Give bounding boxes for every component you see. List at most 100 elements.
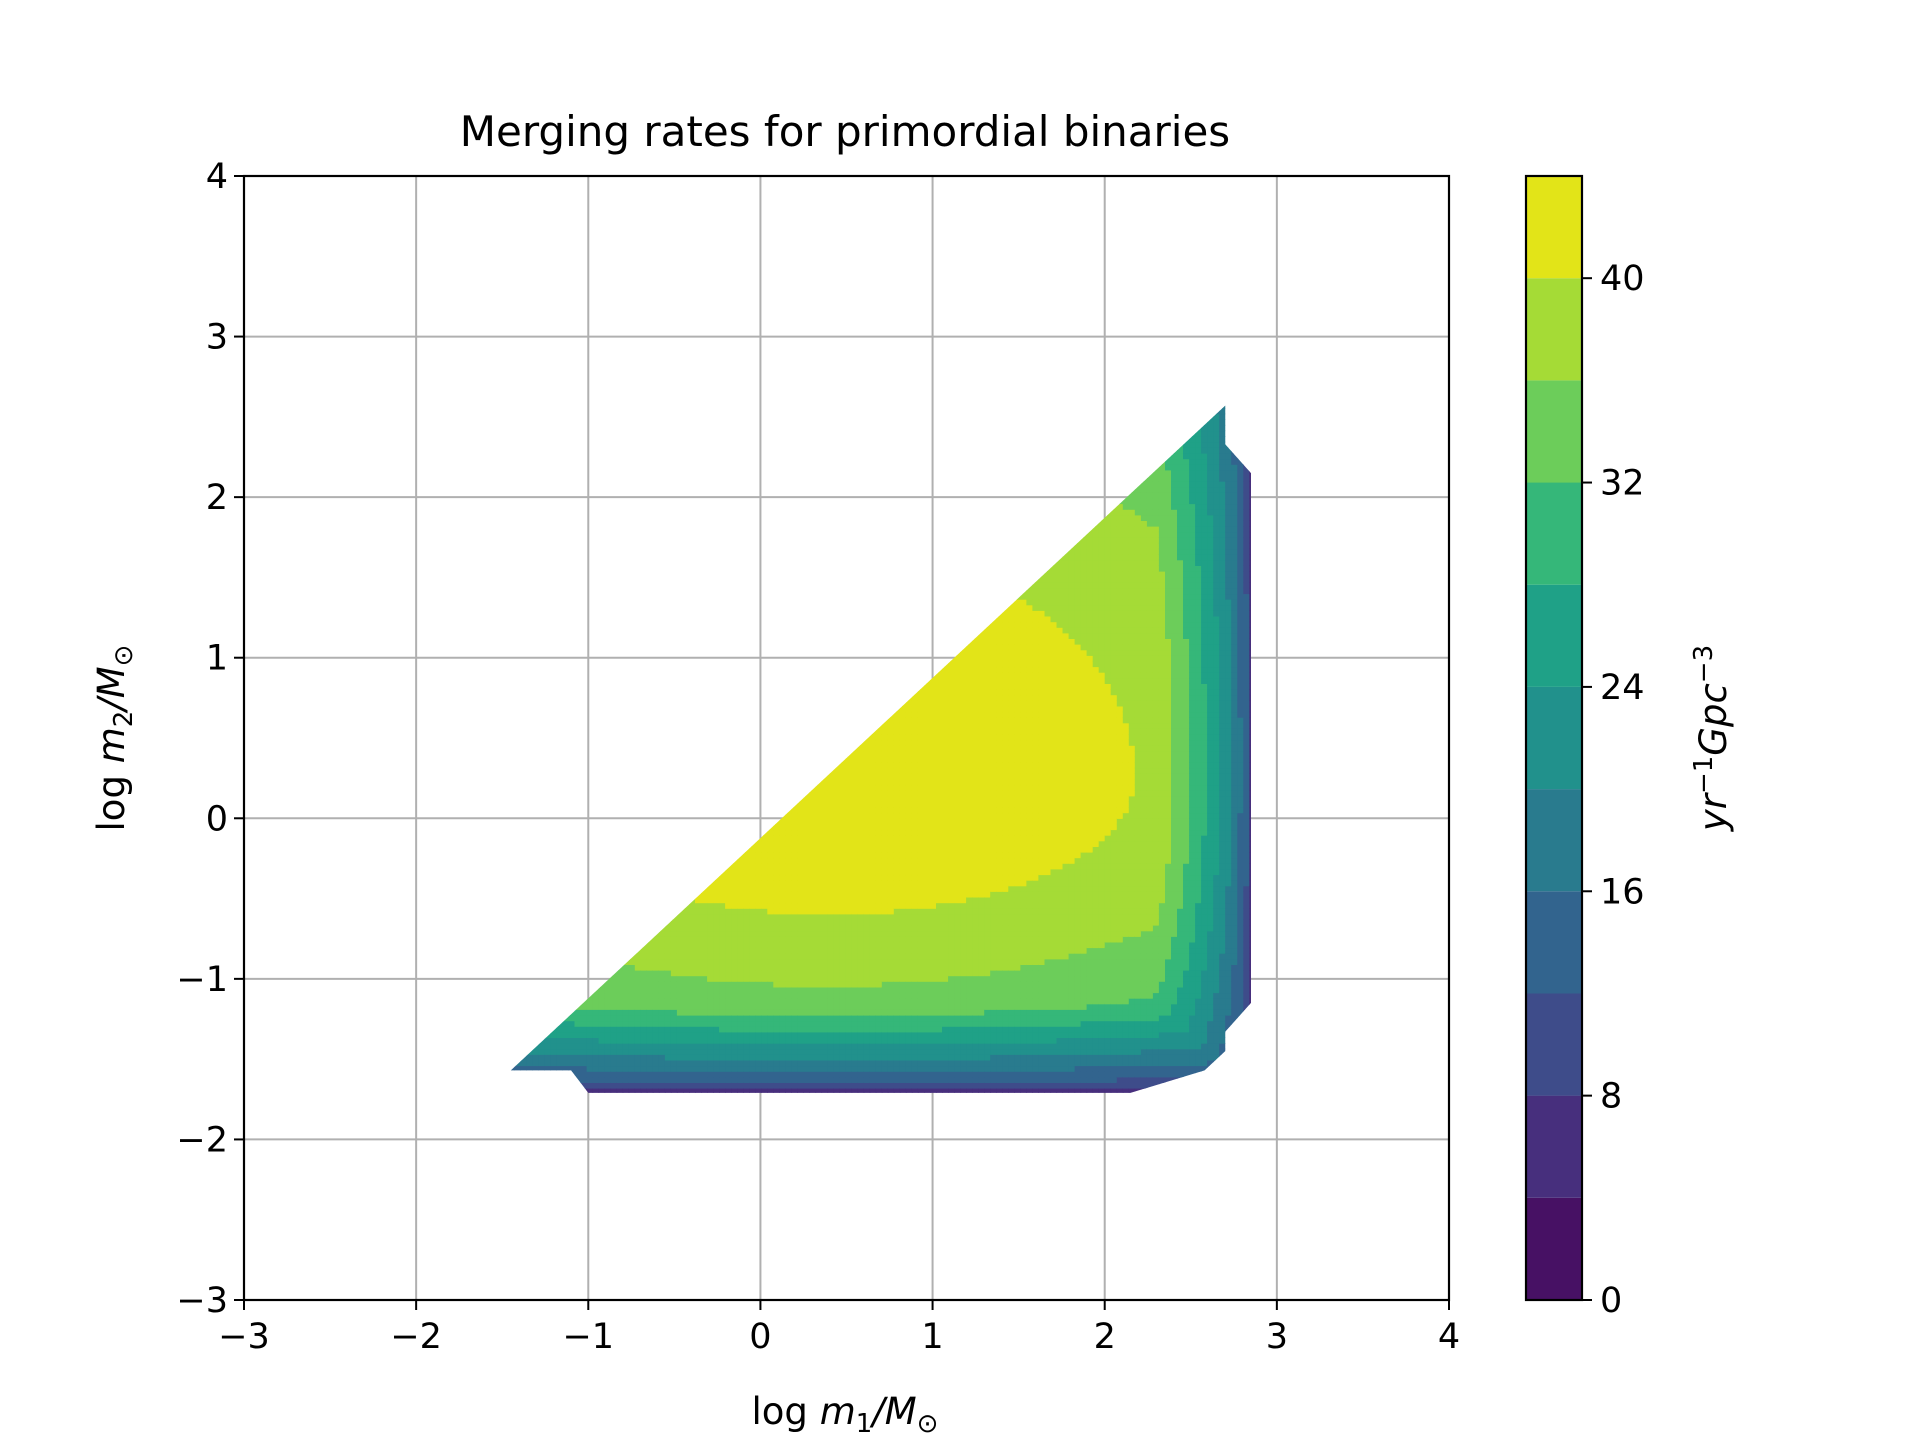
contour-cell — [701, 947, 708, 954]
contour-cell — [510, 1003, 515, 1010]
contour-cell — [701, 559, 708, 566]
contour-cell — [592, 981, 600, 988]
contour-cell — [574, 475, 582, 482]
contour-cell — [658, 739, 666, 746]
contour-cell — [580, 424, 588, 432]
contour-cell — [580, 632, 588, 639]
contour-cell — [556, 913, 563, 920]
contour-cell — [628, 964, 636, 971]
contour-cell — [707, 852, 714, 859]
contour-cell — [646, 424, 654, 432]
contour-cell — [670, 902, 678, 909]
contour-cell — [683, 593, 690, 600]
contour-cell — [646, 554, 654, 561]
contour-cell — [526, 705, 533, 713]
contour-cell — [652, 453, 660, 460]
contour-cell — [634, 497, 642, 505]
contour-cell — [658, 683, 666, 690]
contour-cell — [640, 947, 648, 954]
contour-cell — [707, 958, 714, 965]
contour-cell — [652, 953, 660, 960]
contour-cell — [514, 1094, 521, 1100]
contour-cell — [568, 874, 576, 881]
contour-cell — [616, 486, 624, 493]
contour-cell — [664, 660, 672, 668]
contour-cell — [713, 919, 720, 926]
contour-cell — [574, 644, 582, 651]
contour-cell — [670, 700, 678, 707]
contour-cell — [616, 689, 624, 696]
contour-cell — [676, 880, 684, 887]
contour-cell — [562, 694, 570, 701]
contour-cell — [646, 734, 654, 741]
contour-cell — [652, 424, 660, 432]
contour-cell — [719, 537, 726, 544]
contour-cell — [652, 526, 660, 533]
contour-cell — [604, 632, 612, 639]
contour-cell — [652, 632, 660, 639]
contour-cell — [592, 773, 600, 780]
contour-cell — [707, 908, 714, 915]
contour-cell — [532, 1059, 539, 1067]
contour-cell — [562, 1071, 570, 1078]
contour-cell — [683, 941, 690, 949]
contour-cell — [689, 778, 696, 786]
contour-cell — [562, 419, 570, 426]
contour-cell — [550, 773, 557, 780]
contour-cell — [701, 554, 708, 561]
contour-cell — [737, 700, 744, 707]
contour-cell — [676, 503, 684, 510]
contour-cell — [731, 745, 738, 752]
contour-cell — [622, 773, 630, 780]
contour-cell — [676, 554, 684, 561]
contour-cell — [731, 413, 738, 420]
contour-cell — [574, 587, 582, 595]
contour-cell — [556, 840, 563, 847]
contour-cell — [652, 436, 660, 443]
contour-cell — [526, 413, 533, 420]
contour-cell — [556, 689, 563, 696]
contour-cell — [689, 436, 696, 443]
contour-cell — [610, 986, 618, 994]
contour-cell — [520, 1043, 527, 1050]
contour-cell — [598, 986, 606, 994]
contour-cell — [628, 986, 636, 994]
contour-cell — [676, 1071, 684, 1078]
contour-cell — [652, 807, 660, 814]
contour-cell — [617, 397, 624, 403]
contour-cell — [646, 981, 654, 988]
contour-cell — [598, 548, 606, 555]
contour-cell — [514, 902, 521, 909]
contour-cell — [634, 941, 642, 949]
contour-cell — [695, 683, 702, 690]
contour-cell — [658, 497, 666, 505]
contour-cell — [520, 908, 527, 915]
contour-cell — [683, 874, 690, 881]
contour-cell — [701, 941, 708, 949]
contour-cell — [695, 1065, 702, 1072]
contour-cell — [568, 857, 576, 864]
contour-cell — [562, 424, 570, 432]
contour-cell — [604, 610, 612, 617]
contour-cell — [592, 1065, 600, 1072]
contour-cell — [586, 1071, 594, 1078]
contour-cell — [695, 846, 702, 853]
contour-cell — [502, 1021, 509, 1027]
contour-cell — [616, 649, 624, 656]
contour-cell — [683, 992, 690, 999]
contour-cell — [676, 863, 684, 870]
contour-cell — [616, 1054, 624, 1061]
contour-cell — [676, 728, 684, 735]
contour-cell — [683, 750, 690, 757]
contour-cell — [598, 1059, 606, 1067]
contour-cell — [598, 1065, 606, 1072]
contour-cell — [574, 953, 582, 960]
contour-cell — [598, 1082, 606, 1089]
contour-cell — [701, 1003, 708, 1010]
contour-cell — [640, 1003, 648, 1010]
contour-cell — [640, 424, 648, 432]
contour-cell — [689, 610, 696, 617]
contour-cell — [622, 660, 630, 668]
contour-cell — [586, 1088, 594, 1093]
contour-cell — [510, 497, 515, 505]
